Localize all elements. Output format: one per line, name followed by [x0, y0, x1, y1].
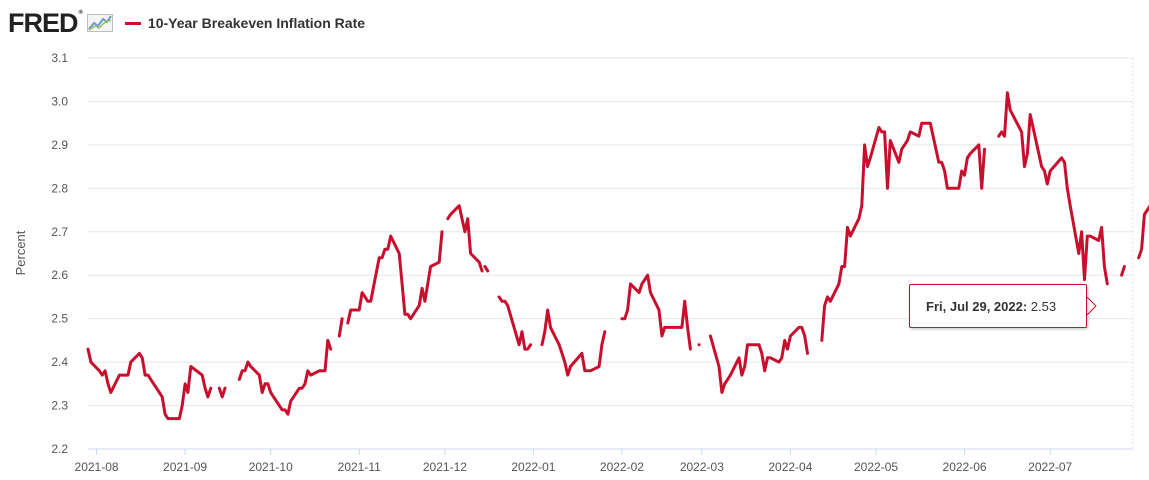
x-tick-label: 2022-03	[680, 460, 724, 474]
x-axis: 2021-08 2021-09 2021-10 2021-11 2021-12 2022-…	[75, 58, 1134, 474]
y-tick-label: 2.6	[51, 268, 68, 282]
series-layer	[86, 91, 1149, 421]
y-tick-label: 2.4	[51, 355, 68, 369]
series-line-segment	[1137, 204, 1149, 260]
x-tick-label: 2022-06	[943, 460, 987, 474]
series-line-segment	[540, 308, 607, 377]
y-tick-label: 3.1	[51, 51, 68, 65]
y-tick-label: 2.2	[51, 442, 68, 456]
x-tick-label: 2022-02	[600, 460, 644, 474]
tooltip-value: 2.53	[1030, 298, 1057, 314]
fred-logo-text: FRED	[8, 7, 78, 38]
x-tick-label: 2022-04	[768, 460, 812, 474]
x-tick-label: 2021-09	[163, 460, 207, 474]
legend[interactable]: 10-Year Breakeven Inflation Rate	[124, 15, 366, 31]
y-axis-label: Percent	[13, 230, 28, 275]
series-line-segment	[620, 273, 692, 351]
series-line-segment	[497, 295, 533, 351]
series-line-segment	[446, 204, 484, 273]
series-line-segment	[337, 317, 344, 338]
y-tick-label: 3.0	[51, 94, 68, 108]
y-tick-label: 2.3	[51, 399, 68, 413]
series-line-segment	[346, 230, 444, 325]
series-line-segment	[237, 338, 333, 416]
legend-label: 10-Year Breakeven Inflation Rate	[147, 15, 366, 31]
x-tick-label: 2021-10	[249, 460, 293, 474]
logo-graph-icon	[86, 14, 113, 32]
tooltip-pointer	[1086, 296, 1097, 316]
hover-tooltip: Fri, Jul 29, 2022: 2.53	[909, 284, 1087, 328]
series-line-segment	[217, 386, 227, 399]
legend-swatch	[124, 21, 141, 25]
registered-mark: ®	[78, 9, 83, 16]
series-line-segment	[86, 347, 213, 421]
x-tick-label: 2021-11	[338, 460, 381, 474]
fred-logo[interactable]: FRED®	[8, 7, 83, 38]
y-tick-label: 2.8	[51, 181, 68, 195]
x-tick-label: 2021-08	[75, 460, 119, 474]
chart-header: FRED® 10-Year Breakeven Inflation Rate	[8, 6, 365, 40]
series-line-segment	[483, 265, 490, 273]
x-tick-label: 2022-05	[854, 460, 898, 474]
series-line-segment	[708, 325, 809, 394]
x-tick-label: 2021-12	[423, 460, 467, 474]
y-axis: 2.2 2.3 2.4 2.5 2.6 2.7 2.8 2.9 3.0 3.1	[51, 51, 68, 456]
y-tick-label: 2.5	[51, 312, 68, 326]
x-tick-label: 2022-07	[1028, 460, 1072, 474]
grid-lines	[88, 57, 1133, 450]
y-tick-label: 2.9	[51, 138, 68, 152]
tooltip-date: Fri, Jul 29, 2022:	[926, 298, 1028, 314]
series-line-segment	[1120, 265, 1126, 277]
series-line-segment	[820, 121, 986, 342]
hover-marker	[1086, 296, 1097, 316]
series-line-segment	[997, 91, 1109, 286]
x-tick-label: 2022-01	[511, 460, 555, 474]
series-point	[697, 343, 701, 347]
y-tick-label: 2.7	[51, 225, 68, 239]
